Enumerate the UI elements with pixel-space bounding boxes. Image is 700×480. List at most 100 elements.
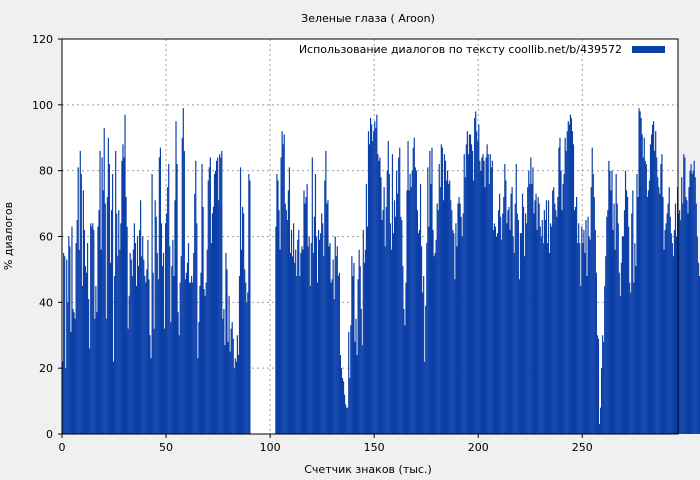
legend-label: Использование диалогов по тексту coollib… [299,43,622,56]
bar [98,210,100,434]
bar [516,213,518,434]
bar [453,233,455,434]
bar [191,276,193,434]
bar [103,127,105,434]
bar [380,177,382,434]
y-tick-label: 0 [46,428,53,441]
bar [286,220,288,434]
bar [202,206,204,434]
bar [225,252,227,434]
bar [581,226,583,434]
bar [299,276,301,434]
bar [96,312,98,434]
bar [620,262,622,434]
bar [558,147,560,434]
bar [567,121,569,435]
bar [481,157,483,434]
bar [359,266,361,434]
bar [508,206,510,434]
bar [303,190,305,434]
bar [596,335,599,434]
bar [105,318,107,434]
bar [695,203,697,434]
bar [377,154,379,435]
bar [209,157,211,434]
bar [488,183,490,434]
bar [541,220,543,434]
bar [393,200,396,434]
bar [68,236,70,434]
bar [62,361,64,434]
bar [196,223,198,434]
bar [560,170,562,434]
bar [476,131,478,434]
bar [653,121,655,435]
bar [333,299,335,434]
bar [493,223,496,434]
bar [376,114,378,434]
bar [374,121,376,435]
bar [224,345,226,434]
bar [582,243,584,434]
bar [687,213,689,434]
bar [84,266,87,434]
bar [418,229,421,434]
bar [78,249,80,434]
bar [399,147,401,434]
bar [132,249,134,434]
bar [408,190,410,434]
bar [657,177,659,434]
bar [565,150,567,434]
bar [188,282,191,434]
bar [358,249,360,434]
bar [603,341,605,434]
bar [672,256,674,434]
bar [115,150,117,434]
bar [613,203,615,434]
y-axis-label: % диалогов [2,202,15,270]
bar [589,239,591,434]
bar [629,282,631,434]
bar [656,157,658,434]
bar [505,180,507,434]
bar [572,144,575,435]
bar [239,167,242,434]
bar [519,233,522,434]
bar [580,285,582,434]
bar [461,236,463,434]
bar [219,154,221,435]
bar [122,144,124,435]
bar [353,262,355,434]
bar [433,256,435,434]
y-tick-label: 80 [39,165,53,178]
bar [118,210,120,434]
bar [368,144,371,435]
bar [690,164,692,435]
bar [468,134,471,435]
bar [99,150,101,434]
bar [390,249,393,434]
bar [120,223,122,434]
bar [337,276,339,434]
bar [593,197,595,434]
bar [290,229,293,434]
bar [386,170,388,434]
bar [326,203,328,434]
bar [579,243,581,434]
bar [305,197,307,434]
bar [492,229,494,434]
bar [189,282,192,434]
bar [553,187,555,434]
bar [93,229,95,434]
bar [321,213,323,434]
bar [423,276,425,434]
bar [611,170,613,434]
bar [621,236,624,434]
bar [623,210,626,434]
bar [591,147,593,434]
bar [411,170,413,434]
bar [518,279,520,434]
bar [106,197,108,434]
x-tick-label: 150 [364,441,385,454]
bar [168,164,170,435]
